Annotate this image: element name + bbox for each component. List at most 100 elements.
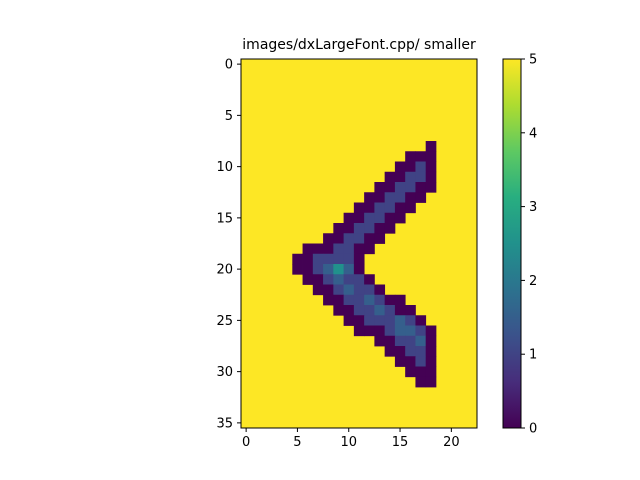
heatmap-cell: [353, 294, 365, 306]
colorbar-tick-label: 5: [529, 53, 537, 68]
heatmap-cell: [343, 223, 355, 234]
heatmap-cell: [333, 305, 345, 316]
heatmap-cell: [374, 335, 386, 347]
heatmap-cell: [343, 253, 355, 265]
heatmap-cell: [415, 376, 427, 388]
heatmap-cell: [312, 274, 324, 285]
heatmap-cell: [292, 264, 303, 275]
heatmap-cell: [353, 212, 365, 224]
x-tick-label: 5: [293, 435, 301, 450]
heatmap-cell: [394, 202, 406, 214]
heatmap-cell: [425, 376, 437, 388]
heatmap-cell: [312, 284, 324, 296]
heatmap-cell: [405, 315, 416, 326]
chart-title: images/dxLargeFont.cpp/ smaller: [242, 37, 476, 53]
heatmap-cell: [374, 284, 386, 296]
heatmap-cell: [312, 243, 324, 255]
heatmap-cell: [415, 315, 427, 326]
y-axis: 0 5 10 15 20 25 30 35: [216, 58, 241, 431]
heatmap-cell: [405, 366, 416, 378]
heatmap-cell: [374, 202, 386, 214]
heatmap-cell: [384, 192, 396, 203]
heatmap-cell: [343, 243, 355, 255]
heatmap-cell: [343, 305, 355, 316]
colorbar-axis: 0 1 2 3 4 5: [521, 53, 537, 437]
heatmap-cell: [425, 346, 437, 357]
heatmap-cell: [384, 335, 396, 347]
heatmap-cell: [353, 284, 365, 296]
heatmap-cell: [353, 223, 365, 234]
heatmap-cell: [353, 305, 365, 316]
heatmap-cell: [374, 192, 386, 203]
heatmap-cell: [364, 223, 375, 234]
heatmap-cell: [323, 243, 334, 255]
heatmap-cell: [384, 315, 396, 326]
heatmap-cell: [374, 305, 386, 316]
heatmap-cell: [333, 274, 345, 285]
heatmap-cell: [394, 161, 406, 173]
heatmap-cell: [364, 233, 375, 244]
colorbar-tick-label: 1: [529, 348, 537, 363]
heatmap-cell: [394, 356, 406, 367]
heatmap-cell: [394, 346, 406, 357]
heatmap-cell: [343, 233, 355, 244]
heatmap-cell: [425, 161, 437, 173]
heatmap-cell: [415, 161, 427, 173]
heatmap-cell: [374, 212, 386, 224]
heatmap-cell: [302, 274, 314, 285]
heatmap-cell: [323, 253, 334, 265]
heatmap-cell: [333, 233, 345, 244]
heatmap-cell: [415, 192, 427, 203]
colorbar-tick-label: 4: [529, 126, 537, 141]
heatmap-cell: [384, 223, 396, 234]
heatmap-cell: [333, 223, 345, 234]
heatmap-cell: [384, 346, 396, 357]
heatmap-cell: [415, 335, 427, 347]
heatmap-cell: [323, 284, 334, 296]
y-tick-label: 0: [225, 58, 233, 73]
x-tick-label: 15: [392, 435, 409, 450]
heatmap-cell: [405, 202, 416, 214]
heatmap-cell: [333, 284, 345, 296]
heatmap-cell: [384, 202, 396, 214]
heatmap-cell: [405, 192, 416, 203]
heatmap-cell: [415, 356, 427, 367]
heatmap-cell: [415, 171, 427, 183]
heatmap-cell: [405, 151, 416, 162]
x-tick-label: 10: [340, 435, 357, 450]
heatmap-cell: [405, 161, 416, 173]
heatmap-cell: [405, 171, 416, 183]
heatmap-cell: [415, 346, 427, 357]
heatmap-cell: [353, 264, 365, 275]
heatmap-cell: [415, 151, 427, 162]
heatmap-cell: [364, 294, 375, 306]
heatmap-cell: [415, 325, 427, 337]
heatmap-cell: [425, 182, 437, 193]
x-tick-label: 20: [443, 435, 460, 450]
heatmap-cell: [425, 151, 437, 162]
heatmap-cell: [405, 356, 416, 367]
heatmap-cell: [333, 264, 345, 275]
heatmap-cell: [292, 253, 303, 265]
heatmap-cell: [343, 284, 355, 296]
heatmap-cell: [394, 171, 406, 183]
heatmap-cell: [374, 315, 386, 326]
heatmap-cell: [394, 294, 406, 306]
y-tick-label: 10: [216, 160, 233, 175]
heatmap-cell: [405, 305, 416, 316]
heatmap-cell: [415, 366, 427, 378]
heatmap-cell: [394, 335, 406, 347]
heatmap-cell: [394, 325, 406, 337]
heatmap-cell: [343, 212, 355, 224]
heatmap-cell: [425, 171, 437, 183]
heatmap-cell: [394, 305, 406, 316]
plot-frame: [240, 58, 478, 429]
heatmap-cell: [415, 182, 427, 193]
heatmap-cell: [312, 264, 324, 275]
y-tick-label: 20: [216, 263, 233, 278]
colorbar-tick-label: 2: [529, 274, 537, 289]
heatmap-cell: [353, 253, 365, 265]
heatmap-cell: [364, 202, 375, 214]
heatmap-cell: [364, 284, 375, 296]
heatmap-cell: [323, 294, 334, 306]
